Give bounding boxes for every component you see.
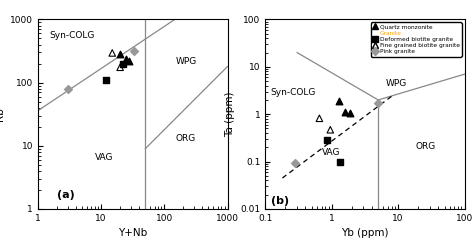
Y-axis label: Rb: Rb (0, 107, 5, 121)
Point (109, 51, 116, 55)
Point (102, 78, 110, 82)
Text: VAG: VAG (321, 148, 340, 157)
Point (336, 99, 343, 103)
Point (327, 128, 334, 132)
Point (316, 116, 323, 120)
Point (292, 161, 299, 165)
Y-axis label: Ta (ppm): Ta (ppm) (225, 91, 235, 137)
X-axis label: Y+Nb: Y+Nb (118, 228, 147, 238)
Point (119, 62, 127, 66)
Text: (a): (a) (57, 190, 75, 200)
Text: WPG: WPG (386, 79, 407, 88)
Point (346, 111, 354, 115)
Text: Syn-COLG: Syn-COLG (49, 31, 94, 40)
Text: (b): (b) (271, 196, 289, 206)
Text: ORG: ORG (175, 134, 196, 143)
Text: WPG: WPG (175, 57, 197, 66)
Text: ORG: ORG (415, 142, 435, 151)
Point (342, 110, 349, 114)
Point (64, 87, 72, 91)
Point (130, 49, 137, 53)
Point (323, 139, 331, 142)
Point (122, 57, 130, 61)
Point (126, 59, 133, 63)
Point (374, 101, 382, 105)
Point (116, 65, 124, 69)
Text: Syn-COLG: Syn-COLG (271, 88, 316, 97)
Point (337, 160, 344, 164)
Text: VAG: VAG (95, 153, 113, 162)
Point (116, 52, 124, 56)
X-axis label: Yb (ppm): Yb (ppm) (341, 228, 389, 238)
Legend: Quartz monzonite, Granite, Deformed biotite granite, Fine grained biotite granit: Quartz monzonite, Granite, Deformed biot… (371, 22, 462, 57)
